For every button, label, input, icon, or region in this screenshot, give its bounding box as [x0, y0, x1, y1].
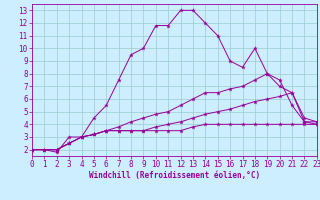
- X-axis label: Windchill (Refroidissement éolien,°C): Windchill (Refroidissement éolien,°C): [89, 171, 260, 180]
